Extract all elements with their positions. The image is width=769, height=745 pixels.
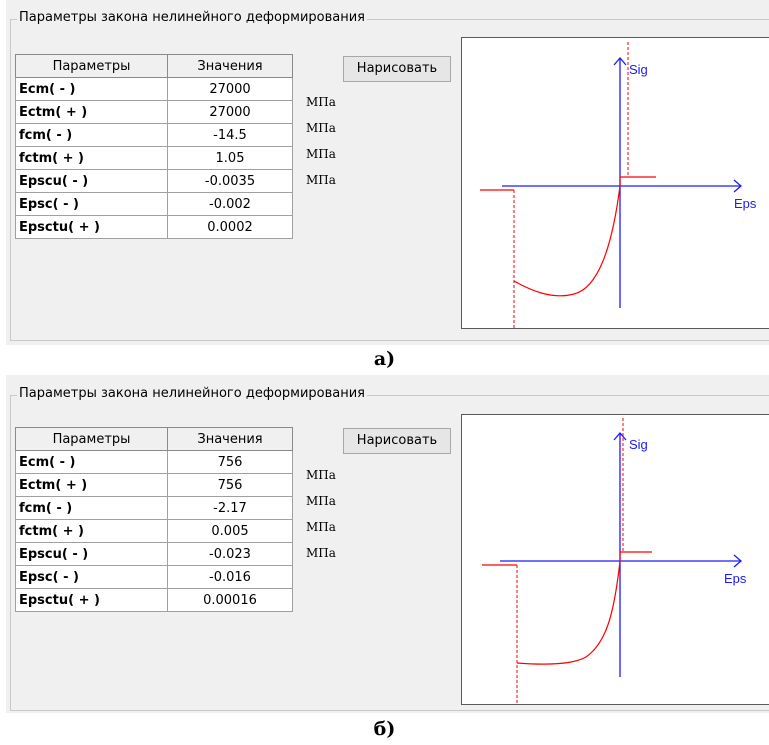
- params-table-a[interactable]: Параметры Значения Ecm( - ) 27000 Ectm( +…: [15, 54, 293, 239]
- group-title-b: Параметры закона нелинейного деформирова…: [17, 386, 368, 401]
- table-row[interactable]: Epscu( - ) -0.023: [15, 542, 293, 566]
- param-value[interactable]: -0.0035: [167, 169, 293, 193]
- tension-branch: [619, 551, 652, 561]
- y-axis-label: Sig: [629, 62, 648, 77]
- table-row[interactable]: Ecm( - ) 27000: [15, 77, 293, 101]
- x-axis-arrow-icon: [733, 179, 742, 193]
- param-value[interactable]: 1.05: [167, 146, 293, 170]
- col-header-values[interactable]: Значения: [167, 54, 293, 78]
- table-row[interactable]: Epscu( - ) -0.0035: [15, 169, 293, 193]
- unit-label: МПа: [306, 546, 336, 560]
- table-header: Параметры Значения: [15, 427, 293, 451]
- table-row[interactable]: Ectm( + ) 27000: [15, 100, 293, 124]
- unit-label: МПа: [306, 147, 336, 161]
- table-row[interactable]: Epsc( - ) -0.016: [15, 565, 293, 589]
- col-header-params[interactable]: Параметры: [15, 54, 168, 78]
- plot-canvas-a: Sig Eps: [480, 42, 757, 328]
- table-row[interactable]: fcm( - ) -14.5: [15, 123, 293, 147]
- param-value[interactable]: 0.00016: [167, 588, 293, 612]
- units-column-a: МПа МПа МПа МПа: [306, 89, 336, 193]
- param-value[interactable]: -14.5: [167, 123, 293, 147]
- unit-label: МПа: [306, 468, 336, 482]
- table-row[interactable]: fctm( + ) 0.005: [15, 519, 293, 543]
- table-row[interactable]: Epsctu( + ) 0.0002: [15, 215, 293, 239]
- param-name: Ectm( + ): [15, 473, 168, 497]
- param-value[interactable]: 756: [167, 450, 293, 474]
- group-title-a: Параметры закона нелинейного деформирова…: [17, 10, 368, 25]
- param-name: fctm( + ): [15, 146, 168, 170]
- caption-a: а): [373, 348, 396, 370]
- params-group-b: Параметры закона нелинейного деформирова…: [10, 386, 769, 711]
- x-axis-arrow-icon: [733, 554, 742, 568]
- table-row[interactable]: fctm( + ) 1.05: [15, 146, 293, 170]
- unit-label: МПа: [306, 520, 336, 534]
- param-value[interactable]: 27000: [167, 100, 293, 124]
- param-value[interactable]: 0.0002: [167, 215, 293, 239]
- param-value[interactable]: 0.005: [167, 519, 293, 543]
- param-name: Epsc( - ): [15, 565, 168, 589]
- param-value[interactable]: 27000: [167, 77, 293, 101]
- col-header-values[interactable]: Значения: [167, 427, 293, 451]
- unit-label: МПа: [306, 95, 336, 109]
- param-value[interactable]: -0.016: [167, 565, 293, 589]
- y-axis-arrow-icon: [613, 432, 627, 441]
- y-axis-label: Sig: [629, 437, 648, 452]
- panel-b: Параметры закона нелинейного деформирова…: [6, 375, 769, 713]
- table-row[interactable]: Ectm( + ) 756: [15, 473, 293, 497]
- draw-button-b[interactable]: Нарисовать: [343, 428, 451, 454]
- param-value[interactable]: -0.023: [167, 542, 293, 566]
- table-row[interactable]: Ecm( - ) 756: [15, 450, 293, 474]
- unit-label: МПа: [306, 173, 336, 187]
- table-row[interactable]: Epsctu( + ) 0.00016: [15, 588, 293, 612]
- param-name: Ecm( - ): [15, 77, 168, 101]
- param-name: Epsctu( + ): [15, 588, 168, 612]
- param-name: Epscu( - ): [15, 169, 168, 193]
- compression-branch: [482, 560, 621, 665]
- table-header: Параметры Значения: [15, 54, 293, 78]
- x-axis-label: Eps: [724, 571, 747, 586]
- x-axis-label: Eps: [734, 196, 757, 211]
- param-name: Ecm( - ): [15, 450, 168, 474]
- param-name: Epsctu( + ): [15, 215, 168, 239]
- unit-label: МПа: [306, 494, 336, 508]
- unit-label: МПа: [306, 121, 336, 135]
- compression-branch: [480, 185, 621, 297]
- caption-b: б): [373, 718, 396, 740]
- table-row[interactable]: Epsc( - ) -0.002: [15, 192, 293, 216]
- y-axis-arrow-icon: [613, 57, 627, 66]
- stress-strain-plot-a: Sig Eps: [461, 37, 769, 329]
- table-row[interactable]: fcm( - ) -2.17: [15, 496, 293, 520]
- params-table-b[interactable]: Параметры Значения Ecm( - ) 756 Ectm( + )…: [15, 427, 293, 612]
- param-value[interactable]: -0.002: [167, 192, 293, 216]
- panel-a: Параметры закона нелинейного деформирова…: [6, 0, 769, 345]
- plot-canvas-b: Sig Eps: [482, 418, 747, 704]
- param-value[interactable]: -2.17: [167, 496, 293, 520]
- param-name: Epsc( - ): [15, 192, 168, 216]
- draw-button-a[interactable]: Нарисовать: [343, 56, 451, 82]
- tension-branch: [619, 176, 656, 186]
- param-name: Ectm( + ): [15, 100, 168, 124]
- units-column-b: МПа МПа МПа МПа: [306, 462, 336, 566]
- col-header-params[interactable]: Параметры: [15, 427, 168, 451]
- params-group-a: Параметры закона нелинейного деформирова…: [10, 10, 769, 341]
- stress-strain-plot-b: Sig Eps: [461, 414, 769, 705]
- param-value[interactable]: 756: [167, 473, 293, 497]
- param-name: fcm( - ): [15, 496, 168, 520]
- param-name: fcm( - ): [15, 123, 168, 147]
- param-name: fctm( + ): [15, 519, 168, 543]
- param-name: Epscu( - ): [15, 542, 168, 566]
